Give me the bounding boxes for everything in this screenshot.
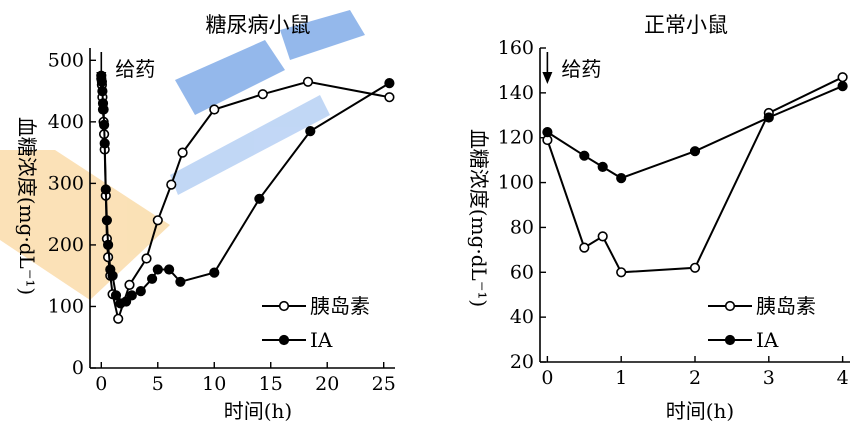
data-point [152, 215, 163, 226]
data-point [177, 147, 188, 158]
y-tick-label: 60 [510, 261, 534, 283]
data-point [305, 126, 316, 137]
data-point [689, 262, 701, 273]
x-tick-label: 15 [259, 373, 283, 395]
x-tick-label: 0 [95, 373, 107, 395]
y-axis-label: 血糖浓度(mg·dL⁻¹) [15, 117, 39, 295]
chart-title: 糖尿病小鼠 [206, 13, 311, 37]
y-tick-label: 200 [48, 234, 84, 256]
y-tick-label: 40 [510, 306, 534, 328]
data-point [384, 77, 395, 89]
annotation-label: 给药 [115, 57, 155, 81]
data-point [100, 184, 111, 195]
data-point [175, 276, 186, 287]
data-point [113, 313, 124, 324]
data-point [124, 279, 135, 291]
data-point [110, 290, 122, 301]
data-point [98, 119, 110, 130]
legend-marker [278, 300, 290, 312]
legend-marker [278, 334, 290, 346]
y-tick-label: 0 [72, 357, 84, 379]
data-point [597, 231, 608, 242]
x-axis-label: 时间(h) [666, 399, 735, 423]
data-point [837, 72, 848, 83]
data-point [689, 146, 701, 157]
y-tick-label: 140 [498, 82, 534, 104]
x-axis-label: 时间(h) [224, 399, 293, 423]
y-tick-label: 20 [510, 351, 534, 373]
y-tick-label: 120 [498, 127, 534, 149]
x-tick-label: 5 [152, 373, 164, 395]
legend-label: 胰岛素 [756, 294, 816, 318]
x-tick-label: 3 [763, 367, 775, 389]
y-tick-label: 400 [48, 111, 84, 133]
data-point [166, 179, 177, 190]
data-point [126, 290, 137, 301]
data-point [102, 239, 114, 250]
y-tick-label: 300 [48, 172, 84, 194]
legend-marker [724, 300, 736, 312]
data-point [209, 104, 220, 115]
data-point [597, 161, 608, 172]
legend-marker [724, 334, 736, 346]
y-tick-label: 160 [498, 37, 534, 59]
data-point [542, 127, 553, 138]
data-point [164, 264, 175, 275]
series-line [546, 85, 843, 180]
watermark-decoration [0, 10, 365, 300]
data-point [837, 80, 848, 92]
data-point [98, 104, 109, 115]
data-point [141, 253, 152, 264]
x-tick-label: 1 [615, 367, 627, 389]
legend-label: 胰岛素 [310, 294, 370, 318]
legend-label: IA [756, 328, 779, 352]
data-point [302, 76, 314, 87]
data-point [616, 267, 627, 278]
y-tick-label: 80 [510, 216, 534, 238]
x-tick-label: 2 [689, 367, 701, 389]
chart-title: 正常小鼠 [644, 13, 728, 37]
series-line [100, 75, 390, 305]
data-point [99, 138, 110, 149]
data-point [120, 296, 132, 307]
y-tick-label: 500 [48, 49, 84, 71]
data-point [257, 89, 268, 100]
y-tick-label: 100 [48, 295, 84, 317]
series-line [100, 78, 390, 323]
legend-label: IA [310, 328, 333, 352]
data-point [135, 286, 146, 297]
annotation-arrowhead [96, 72, 107, 84]
y-axis-label: 血糖浓度(mg·dL⁻¹) [467, 129, 491, 307]
annotation-label: 给药 [561, 57, 601, 81]
y-tick-label: 100 [498, 172, 534, 194]
data-point [254, 193, 265, 204]
series-line [546, 76, 844, 274]
data-point [97, 85, 108, 97]
data-point [616, 173, 627, 184]
data-point [579, 150, 590, 161]
x-tick-label: 20 [315, 373, 339, 395]
data-point [147, 273, 158, 284]
x-tick-label: 0 [541, 367, 553, 389]
data-point [384, 92, 395, 103]
data-point [152, 264, 163, 275]
annotation-arrowhead [542, 72, 553, 84]
data-point [107, 270, 118, 281]
x-tick-label: 10 [202, 373, 226, 395]
x-tick-label: 4 [837, 367, 849, 389]
data-point [101, 215, 112, 226]
data-point [209, 267, 220, 278]
data-point [763, 112, 774, 123]
x-tick-label: 25 [372, 373, 396, 395]
data-point [579, 242, 590, 253]
